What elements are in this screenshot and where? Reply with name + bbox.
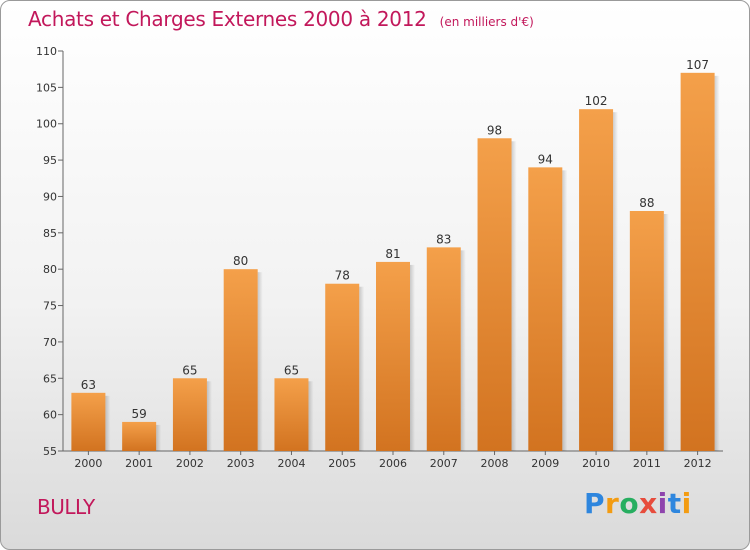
data-label: 78: [335, 269, 350, 283]
logo-letter: o: [619, 487, 640, 520]
x-tick-label: 2004: [277, 457, 305, 470]
data-label: 63: [81, 378, 96, 392]
chart-title: Achats et Charges Externes 2000 à 2012: [28, 7, 427, 31]
x-tick-label: 2001: [125, 457, 153, 470]
x-tick-label: 2005: [328, 457, 356, 470]
commune-name: BULLY: [37, 495, 95, 519]
bar-shadow: [308, 381, 314, 451]
chart-subtitle: (en milliers d'€): [439, 15, 534, 29]
bar: [172, 378, 207, 451]
bar: [223, 269, 258, 451]
data-label: 83: [436, 232, 451, 246]
logo-letter: x: [639, 487, 658, 520]
data-label: 81: [385, 247, 400, 261]
bar-shadow: [511, 141, 517, 452]
bar-shadow: [613, 112, 619, 451]
x-tick-label: 2007: [430, 457, 458, 470]
x-tick-label: 2003: [227, 457, 255, 470]
bar-shadow: [663, 214, 669, 451]
bar: [71, 392, 106, 451]
bar: [426, 247, 461, 451]
labels: 2000 63 2001 59 2002 65 2003 80 2004 65 2005 78 2006…: [74, 58, 711, 470]
x-tick-label: 2002: [176, 457, 204, 470]
bar: [528, 167, 563, 451]
y-tick-label: 80: [43, 263, 57, 276]
proxiti-logo[interactable]: Proxiti: [584, 487, 692, 520]
bar-shadow: [359, 286, 365, 451]
bar: [629, 211, 664, 451]
x-tick-label: 2000: [74, 457, 102, 470]
y-tick-label: 70: [43, 336, 57, 349]
x-tick-label: 2012: [684, 457, 712, 470]
logo-letter: r: [605, 487, 620, 520]
bar-shadow: [105, 395, 111, 451]
bar-shadow: [714, 75, 720, 452]
bar-shadow: [206, 381, 212, 451]
bar: [274, 378, 309, 451]
chart-title-row: Achats et Charges Externes 2000 à 2012 (…: [28, 7, 534, 31]
bar: [325, 283, 360, 451]
logo-letter: P: [584, 487, 606, 520]
bar: [376, 261, 410, 451]
bar-shadow: [257, 272, 263, 451]
data-label: 59: [132, 407, 147, 421]
bars: [71, 72, 720, 452]
y-tick-label: 60: [43, 409, 57, 422]
data-label: 102: [585, 94, 608, 108]
y-tick-label: 65: [43, 372, 57, 385]
x-tick-label: 2009: [531, 457, 559, 470]
bar-shadow: [156, 424, 162, 451]
data-label: 94: [538, 152, 553, 166]
y-tick-label: 90: [43, 190, 57, 203]
bar: [477, 138, 512, 452]
y-tick-label: 110: [36, 45, 57, 58]
logo-letter: t: [667, 487, 682, 520]
x-tick-label: 2008: [481, 457, 509, 470]
bar: [579, 109, 614, 451]
bar-shadow: [460, 250, 466, 451]
x-tick-label: 2010: [582, 457, 610, 470]
y-tick-label: 95: [43, 154, 57, 167]
data-label: 88: [639, 196, 654, 210]
y-tick-label: 75: [43, 300, 57, 313]
data-label: 65: [182, 363, 197, 377]
data-label: 80: [233, 254, 248, 268]
logo-letter: i: [657, 487, 668, 520]
bar: [680, 72, 715, 452]
data-label: 65: [284, 363, 299, 377]
y-tick-label: 55: [43, 445, 57, 458]
data-label: 98: [487, 123, 502, 137]
bar-shadow: [562, 170, 568, 451]
y-tick-label: 100: [36, 118, 57, 131]
axes: 55 60 65 70 75 80 85 90 95 100 105 110: [36, 45, 723, 458]
data-label: 107: [686, 58, 709, 72]
y-tick-label: 85: [43, 227, 57, 240]
bar: [122, 421, 157, 451]
x-tick-label: 2011: [633, 457, 661, 470]
bar-shadow: [410, 264, 415, 451]
logo-letter: i: [681, 487, 692, 520]
y-tick-label: 105: [36, 81, 57, 94]
x-tick-label: 2006: [379, 457, 407, 470]
